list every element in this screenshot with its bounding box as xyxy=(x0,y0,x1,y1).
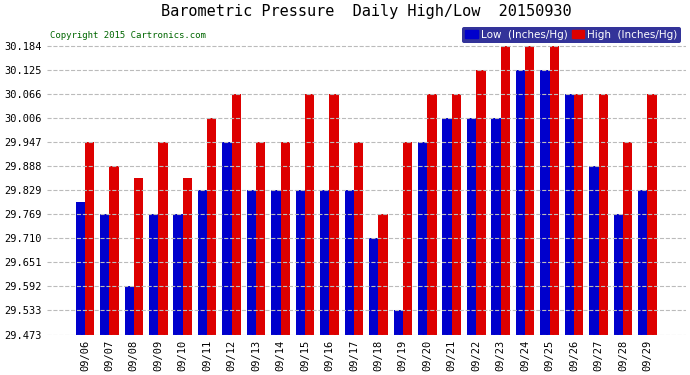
Bar xyxy=(354,142,363,335)
Bar xyxy=(100,214,109,335)
Bar xyxy=(638,190,647,335)
Bar xyxy=(598,94,608,335)
Bar xyxy=(158,142,168,335)
Bar xyxy=(149,214,158,335)
Bar xyxy=(393,310,403,335)
Bar xyxy=(589,166,598,335)
Bar xyxy=(647,94,657,335)
Bar xyxy=(305,94,315,335)
Bar xyxy=(207,118,217,335)
Bar xyxy=(183,178,192,335)
Text: Copyright 2015 Cartronics.com: Copyright 2015 Cartronics.com xyxy=(50,31,206,40)
Bar xyxy=(256,142,266,335)
Bar xyxy=(296,190,305,335)
Bar xyxy=(222,142,232,335)
Title: Barometric Pressure  Daily High/Low  20150930: Barometric Pressure Daily High/Low 20150… xyxy=(161,4,571,19)
Bar xyxy=(403,142,412,335)
Bar xyxy=(550,46,559,335)
Bar xyxy=(134,178,143,335)
Bar xyxy=(124,286,134,335)
Bar xyxy=(198,190,207,335)
Bar xyxy=(540,70,550,335)
Bar xyxy=(281,142,290,335)
Bar xyxy=(85,142,94,335)
Bar xyxy=(467,118,476,335)
Bar xyxy=(491,118,501,335)
Bar xyxy=(76,202,85,335)
Bar xyxy=(345,190,354,335)
Bar xyxy=(320,190,330,335)
Bar xyxy=(418,142,427,335)
Bar xyxy=(330,94,339,335)
Bar xyxy=(369,238,378,335)
Legend: Low  (Inches/Hg), High  (Inches/Hg): Low (Inches/Hg), High (Inches/Hg) xyxy=(462,27,680,43)
Bar xyxy=(516,70,525,335)
Bar xyxy=(378,214,388,335)
Bar xyxy=(442,118,452,335)
Bar xyxy=(232,94,241,335)
Bar xyxy=(623,142,632,335)
Bar xyxy=(109,166,119,335)
Bar xyxy=(476,70,486,335)
Bar xyxy=(452,94,461,335)
Bar xyxy=(501,46,510,335)
Bar xyxy=(173,214,183,335)
Bar xyxy=(525,46,535,335)
Bar xyxy=(613,214,623,335)
Bar xyxy=(565,94,574,335)
Bar xyxy=(427,94,437,335)
Bar xyxy=(247,190,256,335)
Bar xyxy=(574,94,583,335)
Bar xyxy=(271,190,281,335)
